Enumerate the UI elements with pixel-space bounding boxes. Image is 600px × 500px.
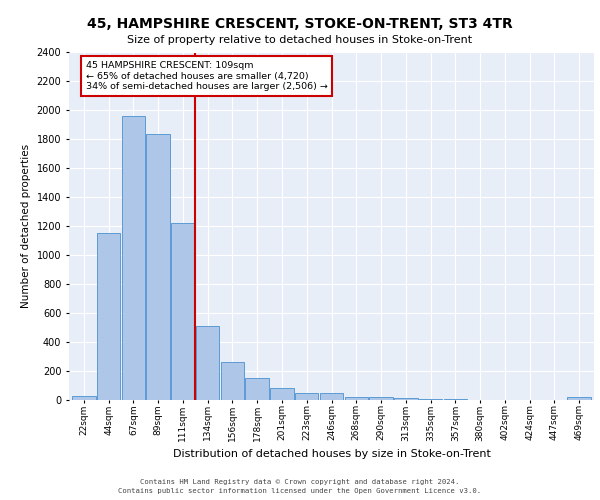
Bar bbox=[72, 396, 95, 400]
Bar bbox=[419, 398, 442, 400]
Bar bbox=[122, 116, 145, 400]
Text: 45, HAMPSHIRE CRESCENT, STOKE-ON-TRENT, ST3 4TR: 45, HAMPSHIRE CRESCENT, STOKE-ON-TRENT, … bbox=[87, 18, 513, 32]
Bar bbox=[369, 397, 393, 400]
Text: Size of property relative to detached houses in Stoke-on-Trent: Size of property relative to detached ho… bbox=[127, 35, 473, 45]
Y-axis label: Number of detached properties: Number of detached properties bbox=[21, 144, 31, 308]
Bar bbox=[245, 378, 269, 400]
Bar bbox=[146, 134, 170, 400]
Bar bbox=[270, 388, 294, 400]
Bar bbox=[221, 362, 244, 400]
Text: 45 HAMPSHIRE CRESCENT: 109sqm
← 65% of detached houses are smaller (4,720)
34% o: 45 HAMPSHIRE CRESCENT: 109sqm ← 65% of d… bbox=[86, 61, 328, 91]
Bar bbox=[394, 398, 418, 400]
Bar bbox=[295, 393, 319, 400]
Bar bbox=[320, 394, 343, 400]
Text: Contains HM Land Registry data © Crown copyright and database right 2024.
Contai: Contains HM Land Registry data © Crown c… bbox=[118, 479, 482, 494]
Bar bbox=[97, 234, 121, 400]
X-axis label: Distribution of detached houses by size in Stoke-on-Trent: Distribution of detached houses by size … bbox=[173, 449, 490, 459]
Bar bbox=[568, 397, 591, 400]
Bar bbox=[196, 326, 220, 400]
Bar bbox=[344, 397, 368, 400]
Bar bbox=[171, 224, 194, 400]
